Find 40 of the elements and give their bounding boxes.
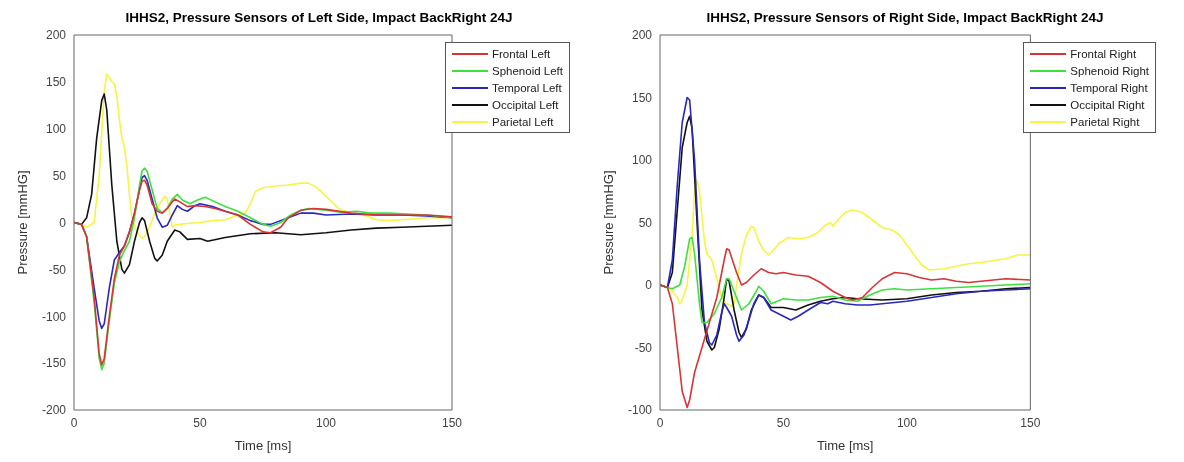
x-tick-label: 150 xyxy=(442,415,463,430)
y-tick-label: 0 xyxy=(59,215,67,230)
y-tick-label: 0 xyxy=(645,278,653,293)
legend-label: Frontal Right xyxy=(1070,47,1137,60)
chart-title: IHHS2, Pressure Sensors of Right Side, Impact BackRight 24J xyxy=(705,9,1105,27)
x-axis-title: Time [ms] xyxy=(234,438,292,453)
x-tick-label: 150 xyxy=(1020,415,1041,430)
y-axis-title: Pressure [mmHG] xyxy=(600,170,616,275)
y-tick-label: 150 xyxy=(631,90,653,105)
legend-label: Occipital Left xyxy=(492,98,559,111)
legend-label: Parietal Right xyxy=(1070,115,1140,128)
x-tick-label: 0 xyxy=(656,415,664,430)
y-tick-label: -200 xyxy=(41,403,67,418)
legend-label: Sphenoid Right xyxy=(1070,64,1149,77)
y-tick-label: 50 xyxy=(638,215,653,230)
legend-label: Sphenoid Left xyxy=(492,64,563,77)
x-tick-label: 50 xyxy=(776,415,791,430)
legend-label: Parietal Left xyxy=(492,115,554,128)
x-tick-label: 0 xyxy=(70,415,78,430)
chart-title: IHHS2, Pressure Sensors of Left Side, Impact BackRight 24J xyxy=(124,9,514,27)
x-tick-label: 50 xyxy=(193,415,207,430)
y-tick-label: -150 xyxy=(41,356,67,371)
y-tick-label: -100 xyxy=(41,309,67,324)
legend-label: Frontal Left xyxy=(492,47,551,60)
y-tick-label: 200 xyxy=(631,28,653,43)
x-tick-label: 100 xyxy=(896,415,918,430)
y-tick-label: 50 xyxy=(52,168,67,183)
y-tick-label: -50 xyxy=(634,340,653,355)
y-tick-label: -100 xyxy=(627,403,653,418)
y-tick-label: 200 xyxy=(45,28,67,43)
legend-label: Occipital Right xyxy=(1070,98,1145,111)
y-axis-title: Pressure [mmHG] xyxy=(14,170,30,275)
legend-label: Temporal Right xyxy=(1070,81,1148,94)
y-tick-label: 100 xyxy=(631,153,653,168)
x-axis-title: Time [ms] xyxy=(816,438,874,453)
x-tick-label: 100 xyxy=(315,415,337,430)
legend-label: Temporal Left xyxy=(492,81,562,94)
y-tick-label: 150 xyxy=(45,75,67,90)
y-tick-label: -50 xyxy=(48,262,67,277)
y-tick-label: 100 xyxy=(45,122,67,137)
